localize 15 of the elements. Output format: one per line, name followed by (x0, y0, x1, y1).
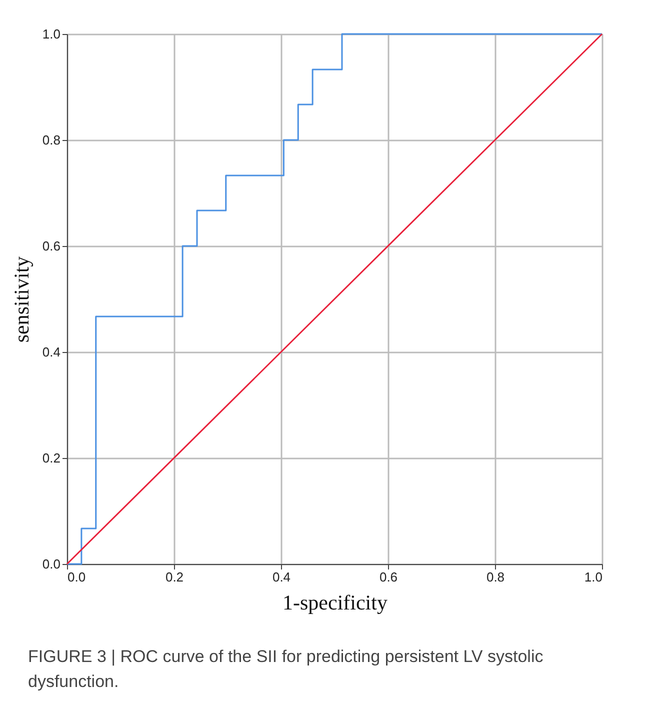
caption: FIGURE 3 | ROC curve of the SII for predicting persistent LV systolic dysfunction. (28, 646, 544, 693)
x-tick-label: 0.4 (272, 570, 291, 584)
x-axis-title: 1-specificity (282, 590, 388, 614)
y-tick-label: 0.2 (42, 450, 60, 466)
y-tick-label: 1.0 (42, 26, 60, 42)
y-axis-title: sensitivity (9, 256, 34, 343)
y-tick-label: 0.4 (42, 344, 60, 360)
x-tick-label: 1.0 (584, 570, 602, 584)
x-tick-label: 0.8 (486, 570, 505, 584)
y-tick-label: 0.6 (42, 238, 60, 254)
y-tick-label: 0.8 (42, 132, 60, 148)
x-tick-label: 0.0 (68, 570, 86, 584)
x-tick-label: 0.6 (379, 570, 398, 584)
y-tick-label: 0.0 (42, 556, 60, 572)
x-tick-label: 0.2 (165, 570, 184, 584)
